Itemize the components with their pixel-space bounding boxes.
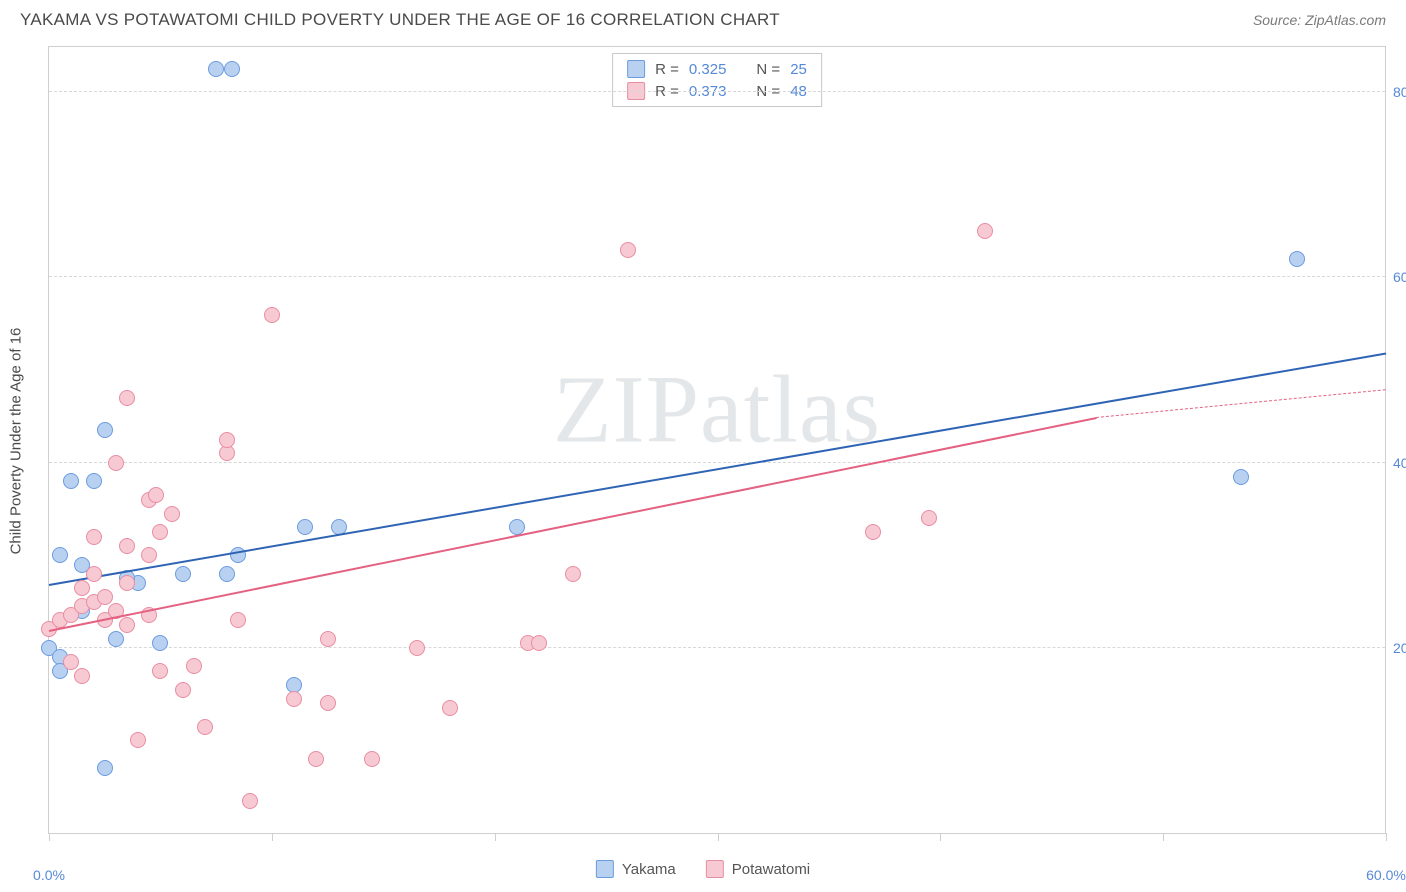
data-point [219, 445, 235, 461]
data-point [219, 566, 235, 582]
legend-label: Yakama [622, 861, 676, 878]
data-point [865, 524, 881, 540]
data-point [531, 635, 547, 651]
data-point [208, 61, 224, 77]
x-tick-label: 0.0% [33, 867, 65, 883]
data-point [74, 580, 90, 596]
data-point [97, 589, 113, 605]
data-point [148, 487, 164, 503]
data-point [308, 751, 324, 767]
data-point [565, 566, 581, 582]
grid-line [49, 462, 1385, 463]
legend-series: Yakama Potawatomi [596, 860, 810, 878]
legend-item: Yakama [596, 860, 676, 878]
y-axis-title: Child Poverty Under the Age of 16 [8, 327, 25, 554]
data-point [224, 61, 240, 77]
data-point [119, 390, 135, 406]
data-point [186, 658, 202, 674]
data-point [86, 473, 102, 489]
plot-area: ZIPatlas R =0.325N =25R =0.373N =48 20.0… [48, 47, 1385, 834]
grid-line [49, 276, 1385, 277]
data-point [130, 732, 146, 748]
data-point [108, 455, 124, 471]
data-point [219, 432, 235, 448]
legend-swatch [706, 860, 724, 878]
data-point [164, 506, 180, 522]
trend-line [49, 353, 1386, 587]
data-point [297, 519, 313, 535]
data-point [97, 760, 113, 776]
data-point [320, 631, 336, 647]
data-point [620, 242, 636, 258]
data-point [152, 635, 168, 651]
legend-correlation: R =0.325N =25R =0.373N =48 [612, 53, 822, 107]
data-point [63, 473, 79, 489]
data-point [197, 719, 213, 735]
y-tick-label: 80.0% [1393, 84, 1406, 100]
data-point [119, 617, 135, 633]
data-point [1233, 469, 1249, 485]
chart-title: YAKAMA VS POTAWATOMI CHILD POVERTY UNDER… [20, 10, 780, 30]
data-point [320, 695, 336, 711]
data-point [264, 307, 280, 323]
y-tick-label: 60.0% [1393, 269, 1406, 285]
data-point [175, 682, 191, 698]
data-point [52, 547, 68, 563]
data-point [152, 524, 168, 540]
grid-line [49, 647, 1385, 648]
legend-item: Potawatomi [706, 860, 810, 878]
x-tick [49, 833, 50, 841]
y-tick-label: 20.0% [1393, 640, 1406, 656]
data-point [364, 751, 380, 767]
data-point [63, 654, 79, 670]
data-point [86, 529, 102, 545]
source-credit: Source: ZipAtlas.com [1253, 12, 1386, 28]
data-point [152, 663, 168, 679]
data-point [977, 223, 993, 239]
data-point [141, 547, 157, 563]
x-tick [495, 833, 496, 841]
x-tick-label: 60.0% [1366, 867, 1406, 883]
legend-swatch [627, 60, 645, 78]
x-tick [718, 833, 719, 841]
trend-line [1096, 390, 1386, 419]
data-point [409, 640, 425, 656]
grid-line [49, 91, 1385, 92]
x-tick [1163, 833, 1164, 841]
legend-n-value: 25 [790, 61, 807, 78]
data-point [74, 668, 90, 684]
data-point [119, 575, 135, 591]
data-point [286, 691, 302, 707]
legend-label: Potawatomi [732, 861, 810, 878]
data-point [175, 566, 191, 582]
x-tick [1386, 833, 1387, 841]
trend-line [49, 417, 1097, 632]
legend-r-label: R = [655, 61, 679, 78]
data-point [86, 566, 102, 582]
data-point [230, 612, 246, 628]
data-point [108, 631, 124, 647]
data-point [442, 700, 458, 716]
chart-container: Child Poverty Under the Age of 16 ZIPatl… [48, 46, 1386, 834]
x-tick [272, 833, 273, 841]
data-point [242, 793, 258, 809]
data-point [1289, 251, 1305, 267]
data-point [921, 510, 937, 526]
data-point [119, 538, 135, 554]
y-tick-label: 40.0% [1393, 455, 1406, 471]
data-point [97, 422, 113, 438]
x-tick [940, 833, 941, 841]
legend-r-value: 0.325 [689, 61, 727, 78]
legend-swatch [596, 860, 614, 878]
legend-row: R = 0.325 N = 25 [627, 58, 807, 80]
legend-n-label: N = [756, 61, 780, 78]
